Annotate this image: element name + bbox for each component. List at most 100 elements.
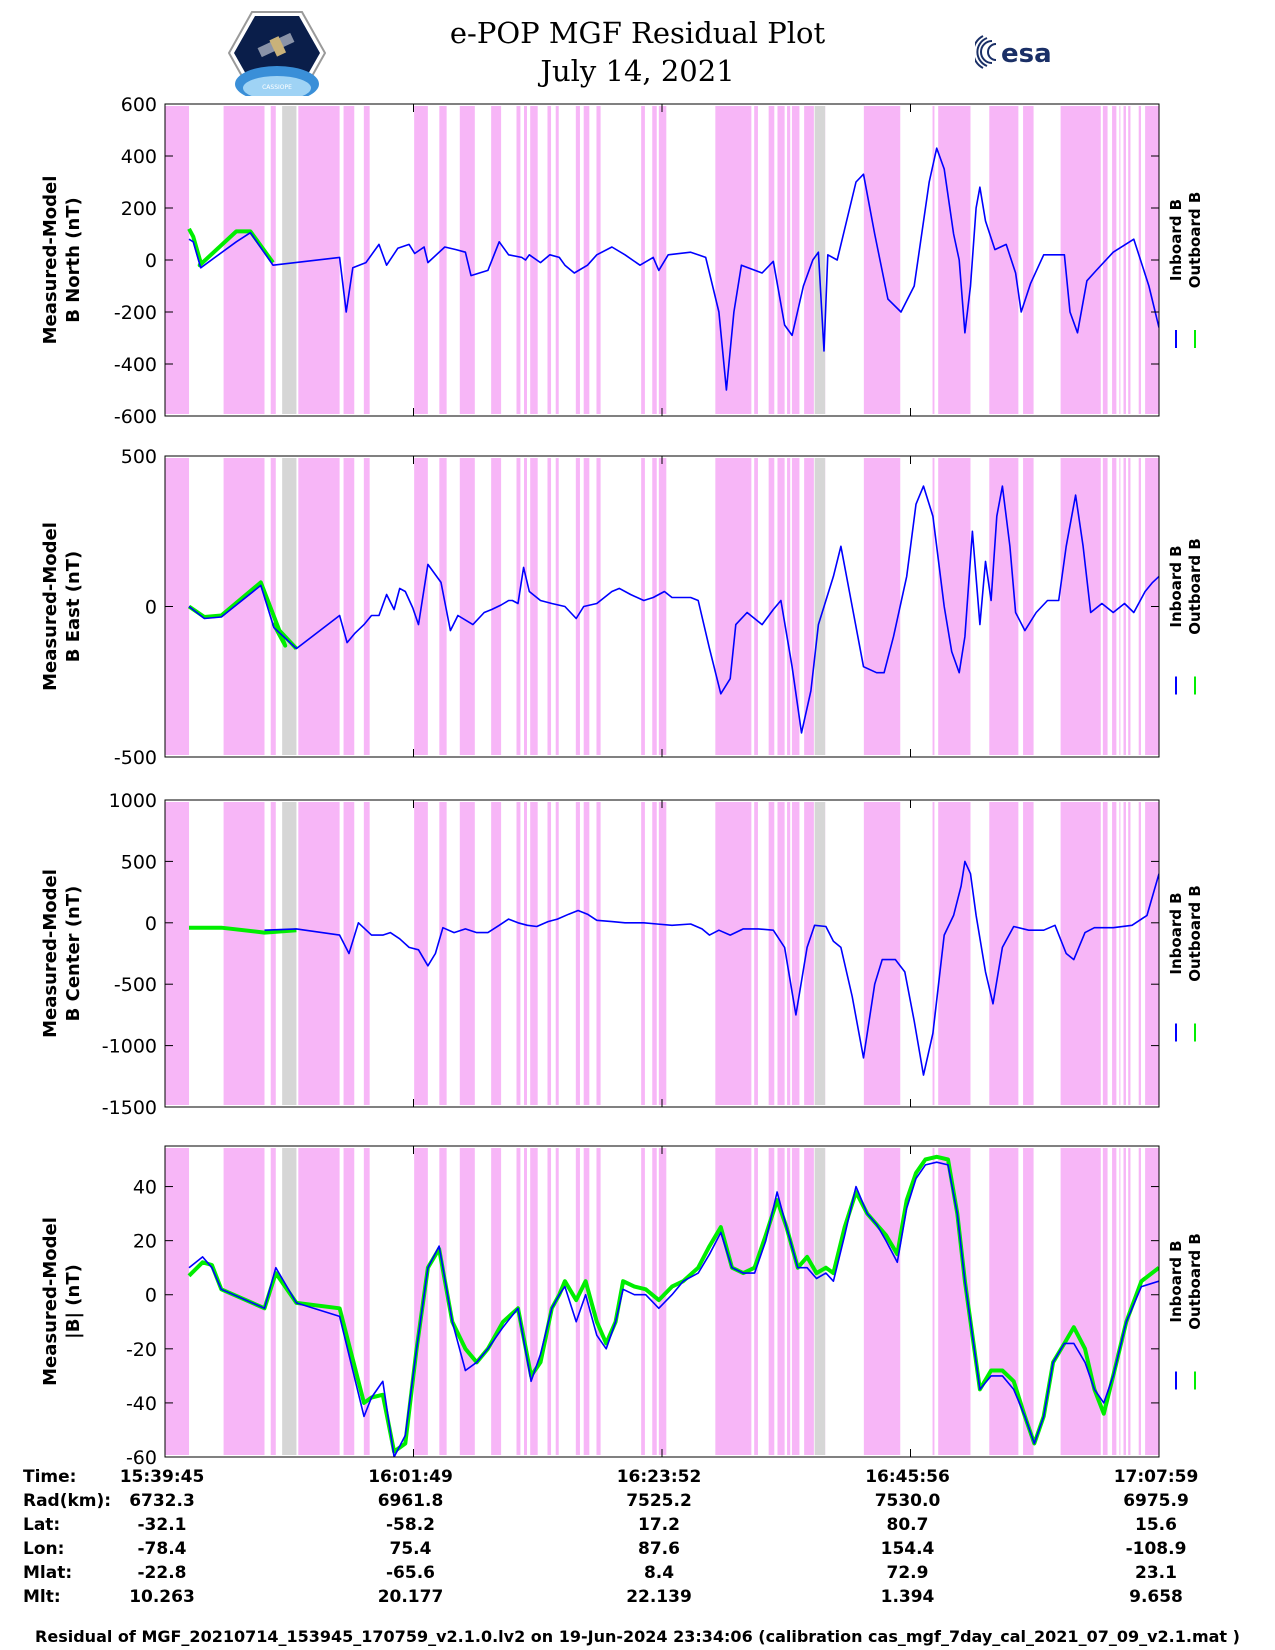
ytick-label-east-2: 500 [121,446,157,468]
mask-band-east-7 [439,458,447,755]
mask-band-north-37 [1119,106,1121,414]
info-label-1: Rad(km): [23,1491,112,1511]
mask-band-total-26 [791,1148,800,1455]
mask-band-total-17 [596,1148,601,1455]
ylabel-line2-center: B Center (nT) [63,886,84,1022]
info-cell-3-0: -78.4 [137,1539,187,1559]
mask-band-total-11 [523,1148,528,1455]
ylabel-north: Measured-Model B North (nT) [40,176,84,345]
info-cell-1-2: 7525.2 [626,1491,692,1511]
mask-band-center-16 [583,802,590,1105]
info-cell-1-0: 6732.3 [129,1491,195,1511]
legend-outboard-north: Outboard B [1186,192,1204,289]
legend-inboard-center: Inboard B [1167,892,1185,974]
svg-text:esa: esa [1001,39,1052,69]
mask-band-center-25 [787,802,791,1105]
mask-band-east-24 [777,458,785,755]
gap-band-north-1 [814,106,826,414]
mask-band-north-17 [596,106,601,414]
mask-band-north-25 [787,106,791,414]
ytick-label-north-6: 600 [121,94,157,116]
info-cell-4-4: 23.1 [1135,1563,1177,1583]
mask-band-center-31 [938,802,971,1105]
mask-band-north-23 [768,106,775,414]
info-cell-2-0: -32.1 [137,1515,187,1535]
ytick-label-north-2: -200 [114,302,157,324]
mask-band-east-15 [575,458,580,755]
mask-band-center-21 [715,802,752,1105]
mask-band-north-32 [989,106,1019,414]
ytick-label-total-1: -40 [126,1393,157,1415]
info-cell-2-3: 80.7 [886,1515,929,1535]
mask-band-north-33 [1023,106,1034,414]
mask-band-total-3 [298,1148,340,1455]
mask-band-north-21 [715,106,752,414]
mask-band-east-39 [1128,458,1131,755]
mask-band-north-4 [343,106,355,414]
mask-band-east-38 [1123,458,1126,755]
series-line-east-outboard [187,580,298,650]
info-cell-2-1: -58.2 [386,1515,435,1535]
title-line-2: July 14, 2021 [540,54,735,88]
mask-band-north-26 [791,106,800,414]
ytick-label-center-2: -500 [114,974,157,996]
info-label-2: Lat: [23,1515,61,1535]
mask-band-total-12 [530,1148,538,1455]
mask-band-center-9 [491,802,502,1105]
info-label-0: Time: [23,1467,77,1487]
legend-total: Inboard BOutboard B [1167,1233,1204,1330]
mask-band-east-29 [863,458,901,755]
mask-band-center-5 [363,802,370,1105]
gap-band-east-0 [282,458,297,755]
ytick-label-total-5: 40 [133,1177,157,1199]
mask-band-total-37 [1119,1148,1121,1455]
footer-caption: Residual of MGF_20210714_153945_170759_v… [35,1627,1240,1646]
ytick-label-center-1: -1000 [102,1036,157,1058]
mask-band-east-8 [459,458,475,755]
ylabel-east: Measured-Model B East (nT) [40,522,84,691]
mask-band-north-34 [1060,106,1101,414]
info-cell-5-2: 22.139 [626,1587,692,1607]
panel-east: -500 0 500 Measured-Model B East (nT) Inboard… [40,446,1204,769]
info-cell-0-3: 16:45:56 [865,1467,950,1487]
mask-band-total-0 [165,1148,190,1455]
mask-band-total-38 [1123,1148,1126,1455]
gap-band-center-1 [814,802,826,1105]
mask-band-east-4 [343,458,355,755]
mask-band-east-31 [938,458,971,755]
mask-band-center-8 [459,802,475,1105]
info-cell-4-2: 8.4 [643,1563,675,1583]
mask-band-center-18 [641,802,645,1105]
mask-band-north-10 [516,106,521,414]
mask-band-center-32 [989,802,1019,1105]
mask-band-north-15 [575,106,580,414]
title-line-1: e-POP MGF Residual Plot [449,16,826,50]
info-cell-5-0: 10.263 [129,1587,195,1607]
mask-band-east-3 [298,458,340,755]
cassiope-logo: CASSIOPE [228,11,326,96]
mask-band-center-11 [523,802,528,1105]
mask-band-center-27 [804,802,814,1105]
series-line-center-outboard [189,925,297,935]
mask-band-north-16 [583,106,590,414]
legend-outboard-east: Outboard B [1186,538,1204,635]
info-label-3: Lon: [23,1539,65,1559]
mask-band-total-25 [787,1148,791,1455]
info-cell-1-3: 7530.0 [874,1491,941,1511]
mask-band-east-10 [516,458,521,755]
info-label-5: Mlt: [23,1587,61,1607]
mask-band-total-30 [932,1148,935,1455]
info-cell-3-2: 87.6 [638,1539,680,1559]
mask-band-total-19 [652,1148,657,1455]
ylabel-total: Measured-Model |B| (nT) [40,1217,84,1386]
mask-band-total-9 [491,1148,502,1455]
mask-band-total-22 [754,1148,758,1455]
info-cell-5-1: 20.177 [377,1587,444,1607]
legend-center: Inboard BOutboard B [1167,885,1204,982]
mask-band-east-2 [270,458,276,755]
info-cell-0-4: 17:07:59 [1113,1467,1199,1487]
gap-band-east-1 [814,458,826,755]
mask-band-total-6 [414,1148,428,1455]
ytick-label-north-1: -400 [114,354,157,376]
mask-band-center-23 [768,802,775,1105]
